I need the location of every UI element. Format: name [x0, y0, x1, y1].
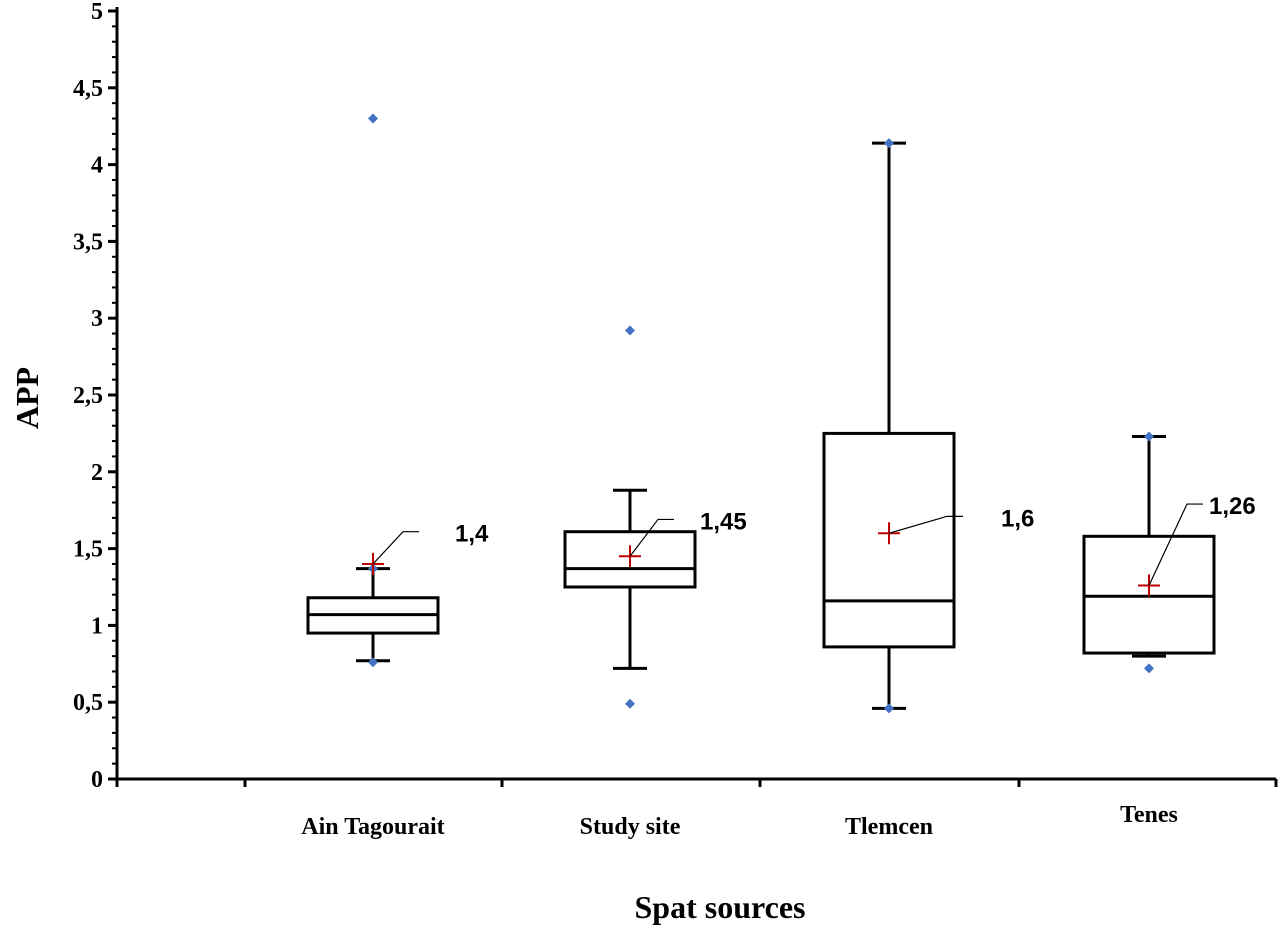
x-category-label: Tenes: [1120, 802, 1178, 828]
data-point: [884, 138, 894, 149]
data-point: [625, 698, 635, 709]
y-tick-label: 0: [91, 767, 103, 793]
y-tick-label: 4,5: [73, 76, 103, 102]
y-tick-label: 3,5: [73, 229, 103, 255]
axes: 0 0,5 1 1,5 2 2,5 3 3,5 4 4,5 5 Ain Tagourait Study …: [73, 0, 1278, 840]
mean-value-label: 1,26: [1209, 493, 1256, 520]
mean-leader-line: [1148, 503, 1203, 586]
data-point: [884, 703, 894, 714]
y-tick-label: 5: [91, 0, 103, 25]
data-point: [368, 657, 378, 668]
x-axis-title: Spat sources: [635, 889, 806, 925]
mean-value-label: 1,45: [700, 508, 747, 535]
x-category-label: Tlemcen: [845, 814, 933, 840]
data-point: [1144, 431, 1154, 442]
y-axis-title: APP: [9, 367, 45, 429]
y-tick-label: 2,5: [73, 383, 103, 409]
y-tick-label: 0,5: [73, 690, 103, 716]
data-point: [625, 325, 635, 336]
box-ain-tagourait: 1,4: [306, 113, 489, 668]
y-tick-label: 2: [91, 460, 103, 486]
y-tick-label: 1: [91, 613, 103, 639]
data-point: [368, 113, 378, 124]
data-point: [1144, 663, 1154, 674]
x-category-label: Study site: [580, 814, 681, 840]
y-tick-label: 1,5: [73, 537, 103, 563]
box-iqr: [563, 530, 697, 589]
box-study-site: 1,45: [563, 325, 747, 709]
y-tick-label: 4: [91, 153, 103, 179]
mean-value-label: 1,6: [1001, 505, 1034, 532]
box-tenes: 1,26: [1082, 431, 1256, 674]
y-tick-label: 3: [91, 306, 103, 332]
mean-value-label: 1,4: [455, 521, 489, 548]
mean-leader-line: [888, 515, 963, 534]
mean-leader-line: [629, 518, 674, 557]
x-category-label: Ain Tagourait: [301, 814, 444, 840]
mean-leader-line: [372, 531, 419, 565]
box-series: 1,4 1,45 1,6 1,26: [306, 113, 1256, 714]
box-tlemcen: 1,6: [822, 138, 1034, 714]
